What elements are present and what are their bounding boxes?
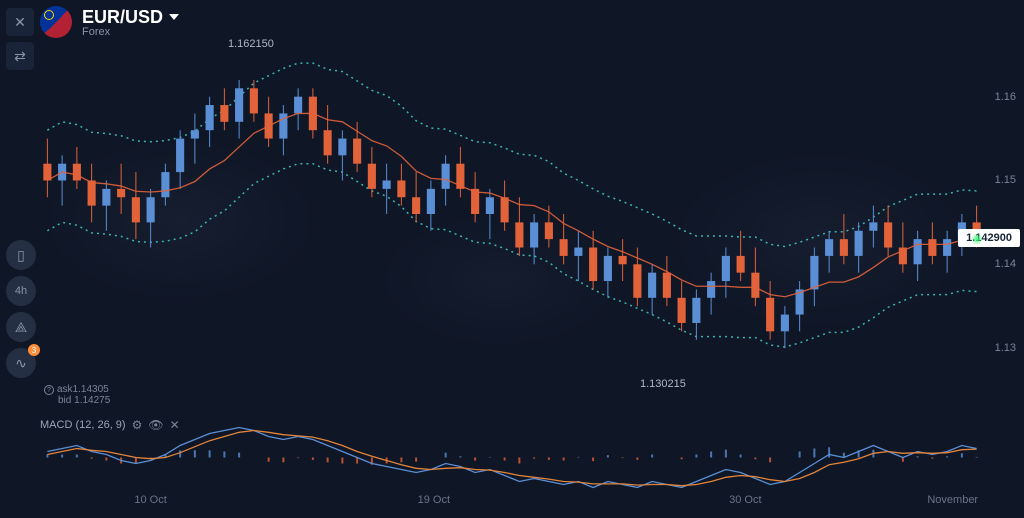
eye-icon[interactable]: 👁 — [148, 418, 163, 432]
indicators-button[interactable]: ∿ 3 — [6, 348, 36, 378]
time-axis: 10 Oct19 Oct30 OctNovember — [40, 494, 984, 510]
live-price-indicator — [971, 233, 983, 245]
shuffle-button[interactable]: ⇄ — [6, 42, 34, 70]
close-button[interactable]: ✕ — [6, 8, 34, 36]
pair-flag-icon — [40, 6, 72, 38]
high-label: 1.162150 — [228, 38, 274, 50]
pair-name: EUR/USD — [82, 7, 163, 28]
macd-header: MACD (12, 26, 9) ⚙ 👁 ✕ — [40, 418, 180, 432]
instrument-header[interactable]: EUR/USD Forex — [40, 6, 179, 38]
current-price-tag: 1.142900 — [958, 229, 1020, 247]
timeframe-button[interactable]: 4h — [6, 276, 36, 306]
gear-icon[interactable]: ⚙ — [132, 418, 143, 432]
macd-chart[interactable] — [40, 408, 984, 498]
price-axis: 1.131.141.151.16 — [984, 38, 1020, 390]
ask-bid-display: ?ask1.14305 bid 1.14275 — [44, 384, 110, 406]
indicator-count-badge: 3 — [28, 344, 40, 356]
chart-type-button[interactable]: ▯ — [6, 240, 36, 270]
dropdown-icon — [169, 14, 179, 20]
drawing-tools-button[interactable]: ⟁ — [6, 312, 36, 342]
candlestick-chart[interactable] — [40, 38, 984, 390]
close-icon[interactable]: ✕ — [170, 418, 180, 432]
low-label: 1.130215 — [640, 378, 686, 390]
